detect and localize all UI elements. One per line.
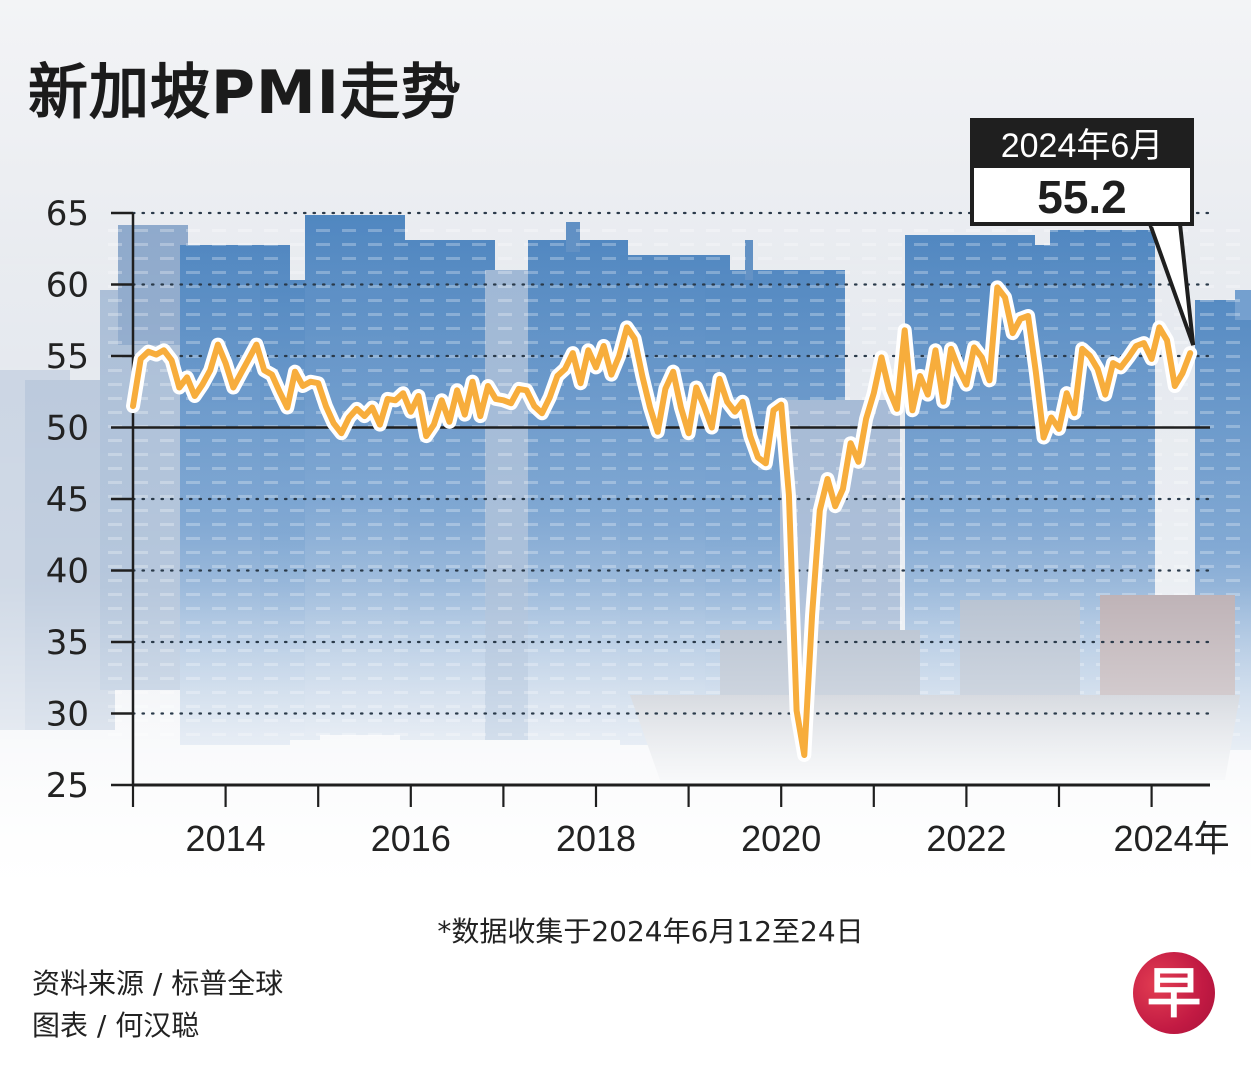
y-tick-label: 65 [46, 194, 89, 234]
zaobao-logo-icon: 早 [1133, 952, 1215, 1034]
y-tick-label: 45 [46, 480, 89, 520]
gridlines [131, 211, 1212, 715]
x-axis-ticks: 2014 2016 2018 2020 2022 2024年 [131, 785, 1230, 859]
y-tick-label: 35 [46, 623, 89, 663]
x-tick-label: 2024年 [1114, 818, 1230, 859]
x-tick-label: 2016 [371, 818, 451, 859]
y-tick-label: 40 [46, 552, 89, 592]
latest-value-callout: 2024年6月 55.2 [970, 118, 1194, 226]
callout-value: 55.2 [970, 168, 1194, 226]
x-tick-label: 2018 [556, 818, 636, 859]
series-line-pmi [130, 284, 1194, 758]
y-tick-label: 25 [46, 766, 89, 806]
page-title: 新加坡PMI走势 [28, 58, 463, 128]
y-tick-label: 55 [46, 337, 89, 377]
source-credit: 资料来源 / 标普全球 [32, 967, 284, 1000]
y-axis-ticks: 25 30 35 40 45 50 55 60 65 [46, 194, 133, 806]
y-tick-label: 50 [46, 409, 89, 449]
x-tick-label: 2022 [926, 818, 1006, 859]
y-tick-label: 30 [46, 695, 89, 735]
y-tick-label: 60 [46, 266, 89, 306]
callout-period: 2024年6月 [970, 118, 1194, 168]
data-collection-note: *数据收集于2024年6月12至24日 [437, 915, 864, 948]
x-tick-label: 2014 [186, 818, 266, 859]
chart-credit: 图表 / 何汉聪 [32, 1009, 200, 1042]
series-group [126, 280, 1198, 762]
city-skyline-photo [0, 200, 1251, 900]
x-tick-label: 2020 [741, 818, 821, 859]
